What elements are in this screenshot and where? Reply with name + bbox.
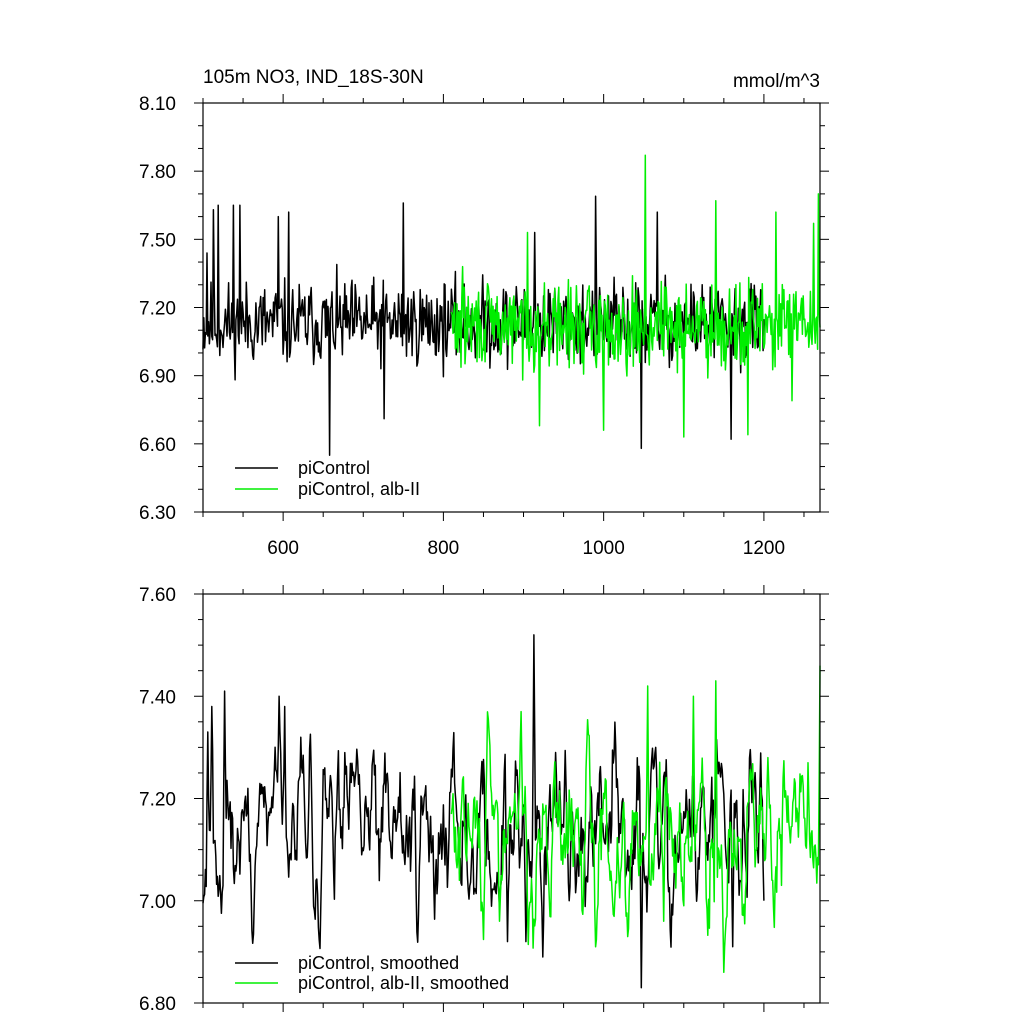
- x-tick-label: 800: [428, 538, 460, 559]
- axes: 600 800 1000 1200 6.30 6.60 6.90 7.20 7.50 7.80 8.…: [139, 94, 829, 559]
- series-line-1: [450, 154, 821, 438]
- axes: 6.80 7.00 7.20 7.40 7.60: [139, 585, 829, 1015]
- legend-label-1: piControl, alb-II, smoothed: [298, 973, 509, 993]
- series-line-0: [202, 634, 765, 989]
- y-tick-label: 6.30: [139, 503, 176, 524]
- x-tick-label: 1200: [743, 538, 785, 559]
- series-layer: [202, 634, 821, 989]
- y-tick-label: 6.80: [139, 994, 176, 1015]
- y-tick-label: 7.50: [139, 230, 176, 251]
- chart-title: 105m NO3, IND_18S-30N: [203, 67, 424, 88]
- y-tick-label: 7.20: [139, 790, 176, 811]
- y-tick-label: 8.10: [139, 94, 176, 115]
- series-line-1: [450, 665, 821, 974]
- top-panel: 105m NO3, IND_18S-30N mmol/m^3 piControl…: [139, 67, 829, 559]
- y-tick-label: 7.40: [139, 687, 176, 708]
- y-tick-label: 7.20: [139, 299, 176, 320]
- legend-label-1: piControl, alb-II: [298, 479, 420, 499]
- x-tick-label: 1000: [583, 538, 625, 559]
- y-tick-label: 6.90: [139, 367, 176, 388]
- x-tick-label: 600: [267, 538, 299, 559]
- legend-label-0: piControl, smoothed: [298, 953, 459, 973]
- series-layer: [202, 154, 821, 456]
- y-tick-label: 7.00: [139, 892, 176, 913]
- y-tick-label: 7.60: [139, 585, 176, 606]
- legend-label-0: piControl: [298, 458, 370, 478]
- y-tick-label: 7.80: [139, 162, 176, 183]
- plot-frame: [202, 593, 821, 1004]
- units-label: mmol/m^3: [733, 71, 820, 92]
- y-tick-label: 6.60: [139, 435, 176, 456]
